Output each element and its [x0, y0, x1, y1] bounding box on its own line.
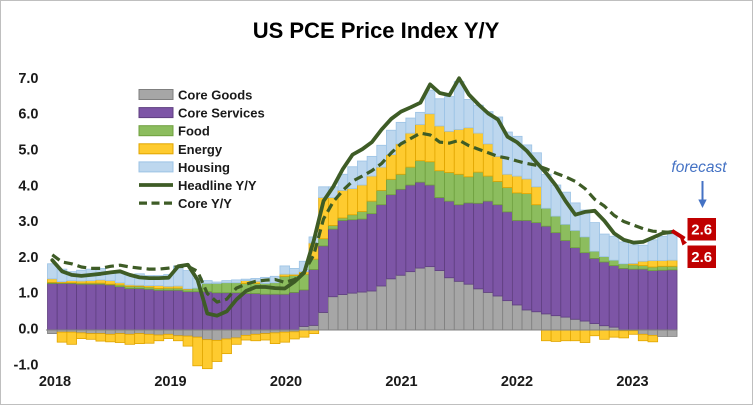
svg-text:2021: 2021 — [385, 374, 417, 390]
svg-text:US PCE Price Index Y/Y: US PCE Price Index Y/Y — [253, 18, 500, 43]
svg-text:2018: 2018 — [39, 374, 71, 390]
svg-text:Energy: Energy — [178, 142, 223, 157]
svg-text:3.0: 3.0 — [18, 214, 38, 230]
svg-text:Core Services: Core Services — [178, 106, 265, 121]
svg-text:0.0: 0.0 — [18, 322, 38, 338]
svg-text:Headline Y/Y: Headline Y/Y — [178, 178, 257, 193]
svg-text:2020: 2020 — [270, 374, 302, 390]
svg-text:Core Goods: Core Goods — [178, 88, 252, 103]
svg-text:2023: 2023 — [616, 374, 648, 390]
svg-text:Food: Food — [178, 124, 210, 139]
svg-text:5.0: 5.0 — [18, 143, 38, 159]
svg-text:Core Y/Y: Core Y/Y — [178, 196, 232, 211]
svg-text:2019: 2019 — [154, 374, 186, 390]
svg-text:6.0: 6.0 — [18, 107, 38, 123]
svg-text:2.0: 2.0 — [18, 250, 38, 266]
svg-text:2022: 2022 — [501, 374, 533, 390]
svg-text:1.0: 1.0 — [18, 286, 38, 302]
svg-text:4.0: 4.0 — [18, 178, 38, 194]
svg-text:7.0: 7.0 — [18, 71, 38, 87]
svg-text:2.6: 2.6 — [691, 222, 712, 239]
svg-text:-1.0: -1.0 — [14, 357, 39, 373]
svg-text:2.6: 2.6 — [691, 249, 712, 266]
svg-text:Housing: Housing — [178, 160, 230, 175]
svg-text:forecast: forecast — [671, 159, 727, 176]
